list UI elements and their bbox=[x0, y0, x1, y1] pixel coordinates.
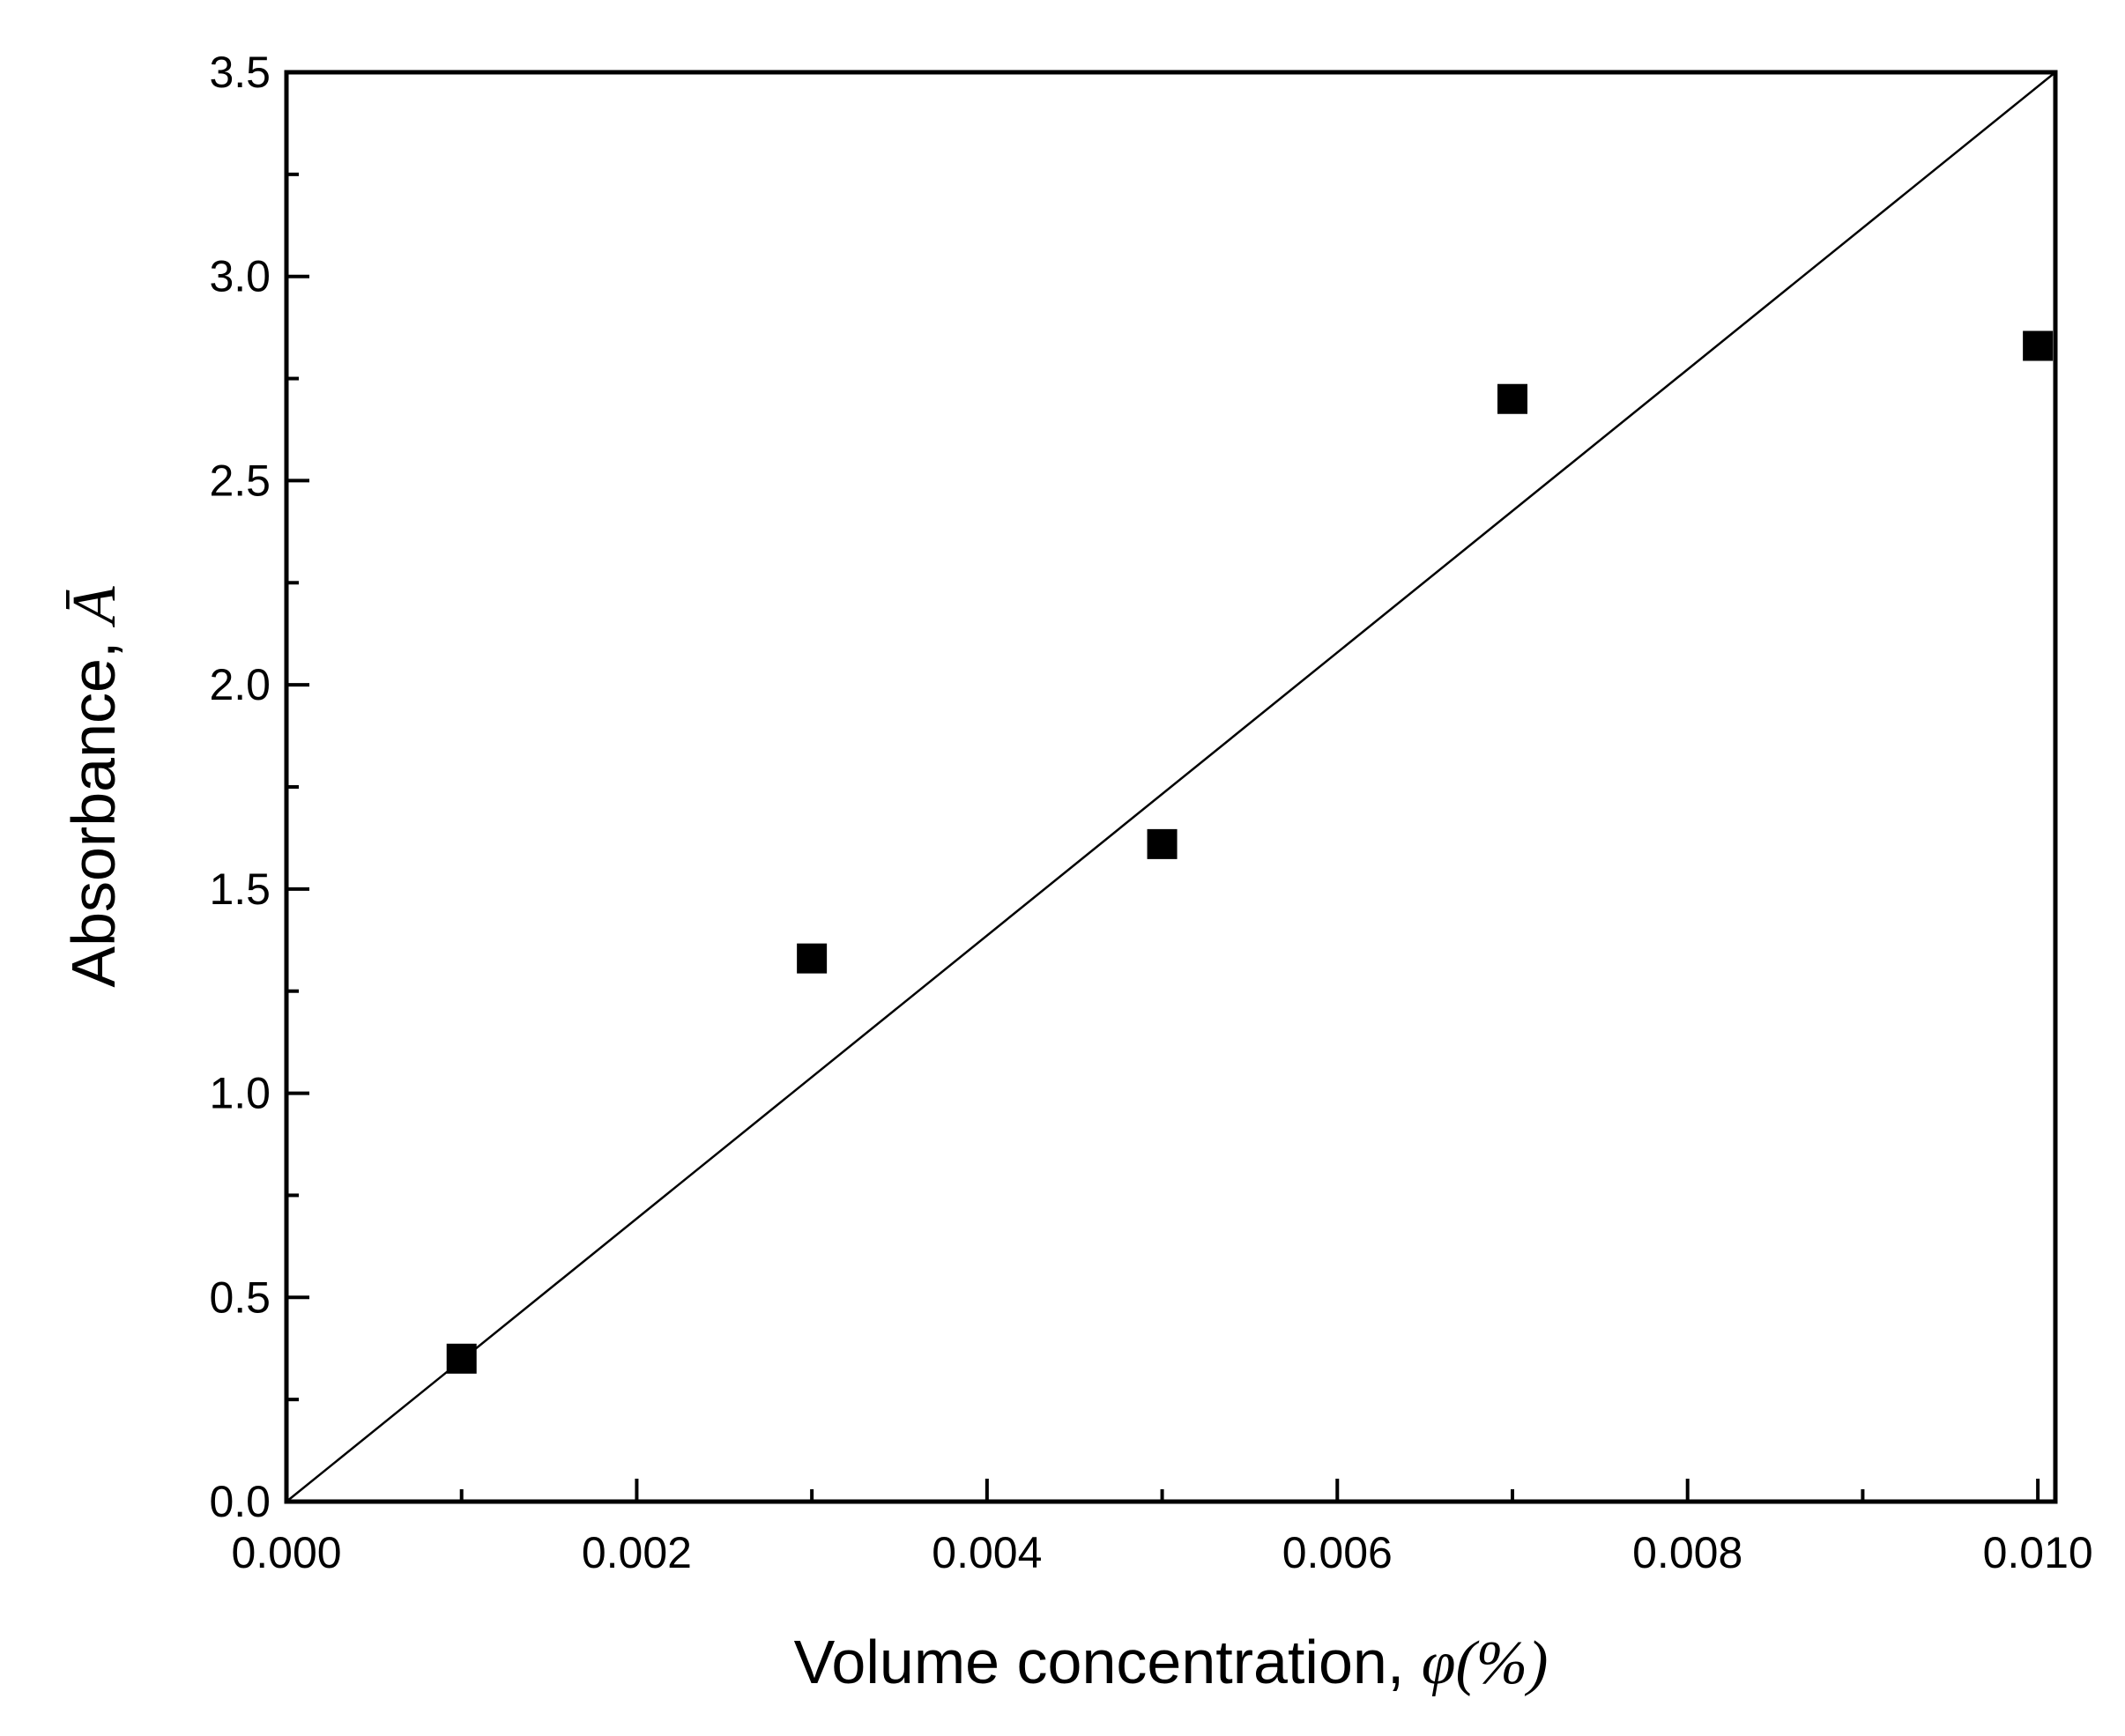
data-point bbox=[446, 1343, 477, 1374]
y-tick-label: 1.0 bbox=[209, 1069, 271, 1118]
x-tick-label: 0.002 bbox=[582, 1528, 692, 1577]
y-tick-label: 3.5 bbox=[209, 48, 271, 97]
y-tick-label: 1.5 bbox=[209, 864, 271, 914]
x-axis-title-symbol: φ bbox=[1422, 1629, 1456, 1697]
x-axis-title: Volume concentration, φ(%) bbox=[794, 1628, 1549, 1697]
x-tick-label: 0.000 bbox=[231, 1528, 341, 1577]
x-tick-label: 0.010 bbox=[1983, 1528, 2093, 1577]
y-tick-label: 0.0 bbox=[209, 1477, 271, 1526]
y-tick-label: 0.5 bbox=[209, 1272, 271, 1322]
data-point bbox=[2023, 330, 2054, 361]
y-axis-title: Absorbance, Ā bbox=[59, 586, 129, 987]
y-tick-label: 3.0 bbox=[209, 252, 271, 301]
fit-line bbox=[286, 71, 2056, 1502]
x-axis-title-text: Volume concentration, bbox=[794, 1628, 1422, 1696]
y-axis-title-text: Absorbance, bbox=[59, 624, 128, 987]
y-tick-label: 2.0 bbox=[209, 660, 271, 709]
y-tick-label: 2.5 bbox=[209, 456, 271, 505]
plot-frame bbox=[284, 70, 2058, 1504]
data-point bbox=[1147, 828, 1178, 859]
x-tick-label: 0.004 bbox=[932, 1528, 1042, 1577]
x-axis-title-unit: (%) bbox=[1455, 1629, 1548, 1697]
x-tick-label: 0.008 bbox=[1632, 1528, 1742, 1577]
y-axis-title-symbol: Ā bbox=[61, 586, 129, 627]
data-point bbox=[797, 943, 828, 974]
data-point bbox=[1497, 383, 1527, 414]
y-axis-tick-labels: 0.0 0.5 1.0 1.5 2.0 2.5 3.0 3.5 bbox=[209, 48, 271, 1526]
x-axis-tick-labels: 0.000 0.002 0.004 0.006 0.008 0.010 bbox=[231, 1528, 2092, 1577]
x-tick-label: 0.006 bbox=[1282, 1528, 1393, 1577]
data-points bbox=[446, 330, 2054, 1374]
